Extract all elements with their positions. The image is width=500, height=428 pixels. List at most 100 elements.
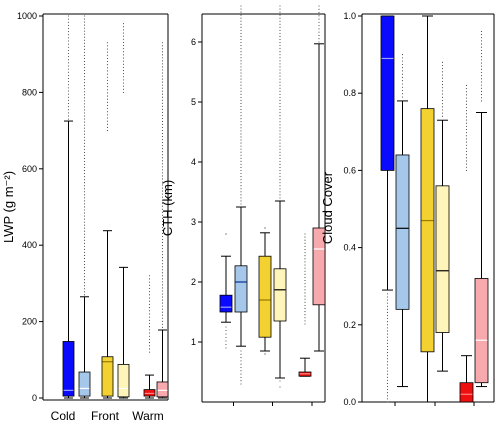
outlier-point bbox=[240, 182, 242, 184]
outlier-point bbox=[304, 320, 306, 322]
outlier-point bbox=[386, 364, 389, 366]
outlier-point bbox=[161, 293, 164, 295]
outlier-point bbox=[480, 75, 483, 77]
outlier-point bbox=[240, 78, 242, 80]
outlier-point bbox=[279, 35, 281, 38]
outlier-point bbox=[304, 286, 306, 288]
outlier-point bbox=[386, 361, 389, 363]
outlier-point bbox=[240, 72, 242, 74]
outlier-point bbox=[240, 357, 242, 359]
outlier-point bbox=[465, 110, 468, 112]
outlier-point bbox=[240, 133, 242, 135]
outlier-point bbox=[106, 76, 109, 78]
outlier-point bbox=[106, 98, 109, 100]
outlier-point bbox=[67, 99, 70, 101]
outlier-point bbox=[122, 66, 125, 68]
outlier-point bbox=[161, 269, 164, 271]
outlier-point bbox=[240, 142, 242, 144]
outlier-point bbox=[401, 76, 404, 79]
outlier-point bbox=[441, 103, 444, 105]
outlier-point bbox=[225, 336, 227, 339]
y-tick-label: 0.0 bbox=[343, 397, 356, 407]
outlier-point bbox=[465, 147, 468, 149]
outlier-point bbox=[240, 90, 242, 92]
outlier-point bbox=[441, 90, 444, 92]
outlier-point bbox=[67, 24, 70, 26]
outlier-point bbox=[161, 317, 164, 319]
outlier-point bbox=[401, 70, 404, 72]
box-body bbox=[78, 371, 91, 397]
outlier-point bbox=[67, 74, 70, 76]
outlier-point bbox=[240, 38, 242, 41]
outlier-point bbox=[83, 148, 86, 150]
outlier-point bbox=[279, 380, 281, 382]
outlier-point bbox=[240, 194, 242, 196]
outlier-point bbox=[106, 70, 109, 72]
outlier-point bbox=[83, 103, 86, 105]
outlier-point bbox=[240, 105, 242, 108]
outlier-point bbox=[279, 11, 281, 13]
outlier-point bbox=[106, 48, 109, 50]
outlier-point bbox=[83, 97, 86, 99]
outlier-point bbox=[386, 336, 389, 338]
outlier-point bbox=[240, 136, 242, 138]
outlier-point bbox=[161, 314, 164, 316]
outlier-point bbox=[161, 242, 164, 244]
outlier-point bbox=[161, 48, 164, 50]
outlier-point bbox=[161, 193, 164, 195]
outlier-point bbox=[67, 18, 70, 20]
outlier-point bbox=[161, 151, 164, 153]
outlier-point bbox=[161, 114, 164, 116]
outlier-point bbox=[318, 28, 320, 30]
outlier-point bbox=[161, 102, 164, 104]
outlier-point bbox=[480, 87, 483, 89]
outlier-point bbox=[480, 49, 483, 51]
outlier-point bbox=[161, 290, 164, 292]
outlier-point bbox=[480, 34, 483, 36]
outlier-point bbox=[161, 133, 164, 135]
outlier-point bbox=[240, 376, 242, 378]
outlier-point bbox=[386, 398, 389, 400]
outlier-point bbox=[161, 51, 164, 53]
outlier-point bbox=[240, 102, 242, 105]
box-body bbox=[395, 154, 410, 310]
outlier-point bbox=[279, 54, 281, 56]
outlier-point bbox=[401, 80, 404, 82]
outlier-point bbox=[240, 14, 242, 16]
outlier-point bbox=[240, 154, 242, 156]
outlier-point bbox=[148, 294, 151, 296]
outlier-point bbox=[386, 395, 389, 397]
outlier-point bbox=[83, 106, 86, 108]
box-1 bbox=[219, 233, 233, 349]
outlier-point bbox=[240, 54, 242, 56]
outlier-point bbox=[480, 97, 483, 99]
outlier-point bbox=[480, 65, 483, 67]
outlier-point bbox=[83, 63, 86, 66]
outlier-point bbox=[240, 112, 242, 114]
outlier-point bbox=[318, 34, 320, 37]
outlier-point bbox=[279, 5, 281, 7]
outlier-point bbox=[161, 75, 164, 77]
outlier-point bbox=[304, 261, 306, 263]
outlier-point bbox=[240, 380, 242, 382]
outlier-point bbox=[304, 317, 306, 319]
outlier-point bbox=[67, 52, 70, 55]
outlier-point bbox=[122, 88, 125, 90]
outlier-point bbox=[386, 370, 389, 372]
y-axis-label: LWP (g m⁻²) bbox=[1, 171, 16, 243]
outlier-point bbox=[401, 83, 404, 85]
outlier-point bbox=[304, 258, 306, 260]
outlier-point bbox=[441, 80, 444, 82]
outlier-point bbox=[83, 30, 86, 32]
outlier-point bbox=[240, 118, 242, 120]
outlier-point bbox=[279, 87, 281, 89]
outlier-point bbox=[304, 311, 306, 313]
box-body bbox=[117, 363, 130, 398]
outlier-point bbox=[386, 367, 389, 369]
outlier-point bbox=[122, 76, 125, 78]
outlier-point bbox=[83, 130, 86, 132]
outlier-point bbox=[83, 79, 86, 81]
outlier-point bbox=[83, 203, 86, 205]
outlier-point bbox=[67, 96, 70, 98]
outlier-point bbox=[161, 145, 164, 147]
